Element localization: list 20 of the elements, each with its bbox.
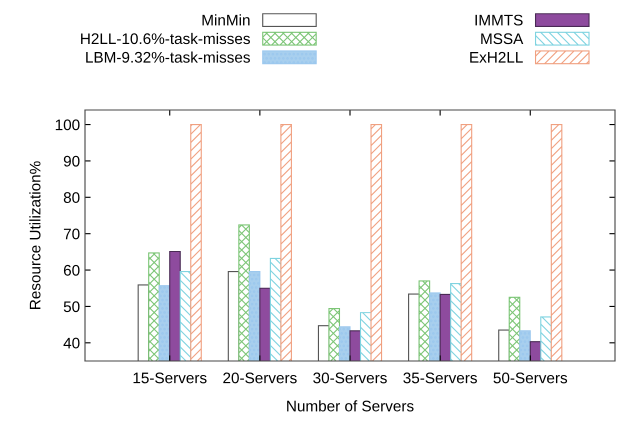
y-tick-label: 100 (56, 119, 80, 130)
legend-label: MSSA (481, 33, 524, 44)
y-tick-label: 80 (64, 192, 80, 203)
y-tick-label: 50 (64, 301, 80, 312)
legend-label: ExH2LL (470, 52, 523, 63)
y-tick-label: 60 (64, 264, 80, 276)
x-tick-label: 15-Servers (134, 372, 207, 384)
x-tick-label: 50-Servers (494, 372, 568, 384)
legend-label: LBM-9.32%-task-misses (86, 51, 250, 63)
legend-label: IMMTS (476, 14, 523, 26)
x-tick-label: 35-Servers (403, 372, 477, 384)
x-tick-label: 20-Servers (223, 372, 297, 384)
legend-label: MinMin (202, 14, 250, 26)
x-axis-title: Number of Servers (287, 400, 414, 412)
legend-label: H2LL-10.6%-task-misses (81, 32, 250, 44)
y-tick-label: 40 (64, 338, 80, 348)
y-tick-label: 90 (64, 156, 80, 167)
y-axis-title: Resource Utilization% (29, 161, 41, 309)
y-tick-label: 70 (64, 228, 80, 240)
x-tick-label: 30-Servers (313, 372, 387, 384)
